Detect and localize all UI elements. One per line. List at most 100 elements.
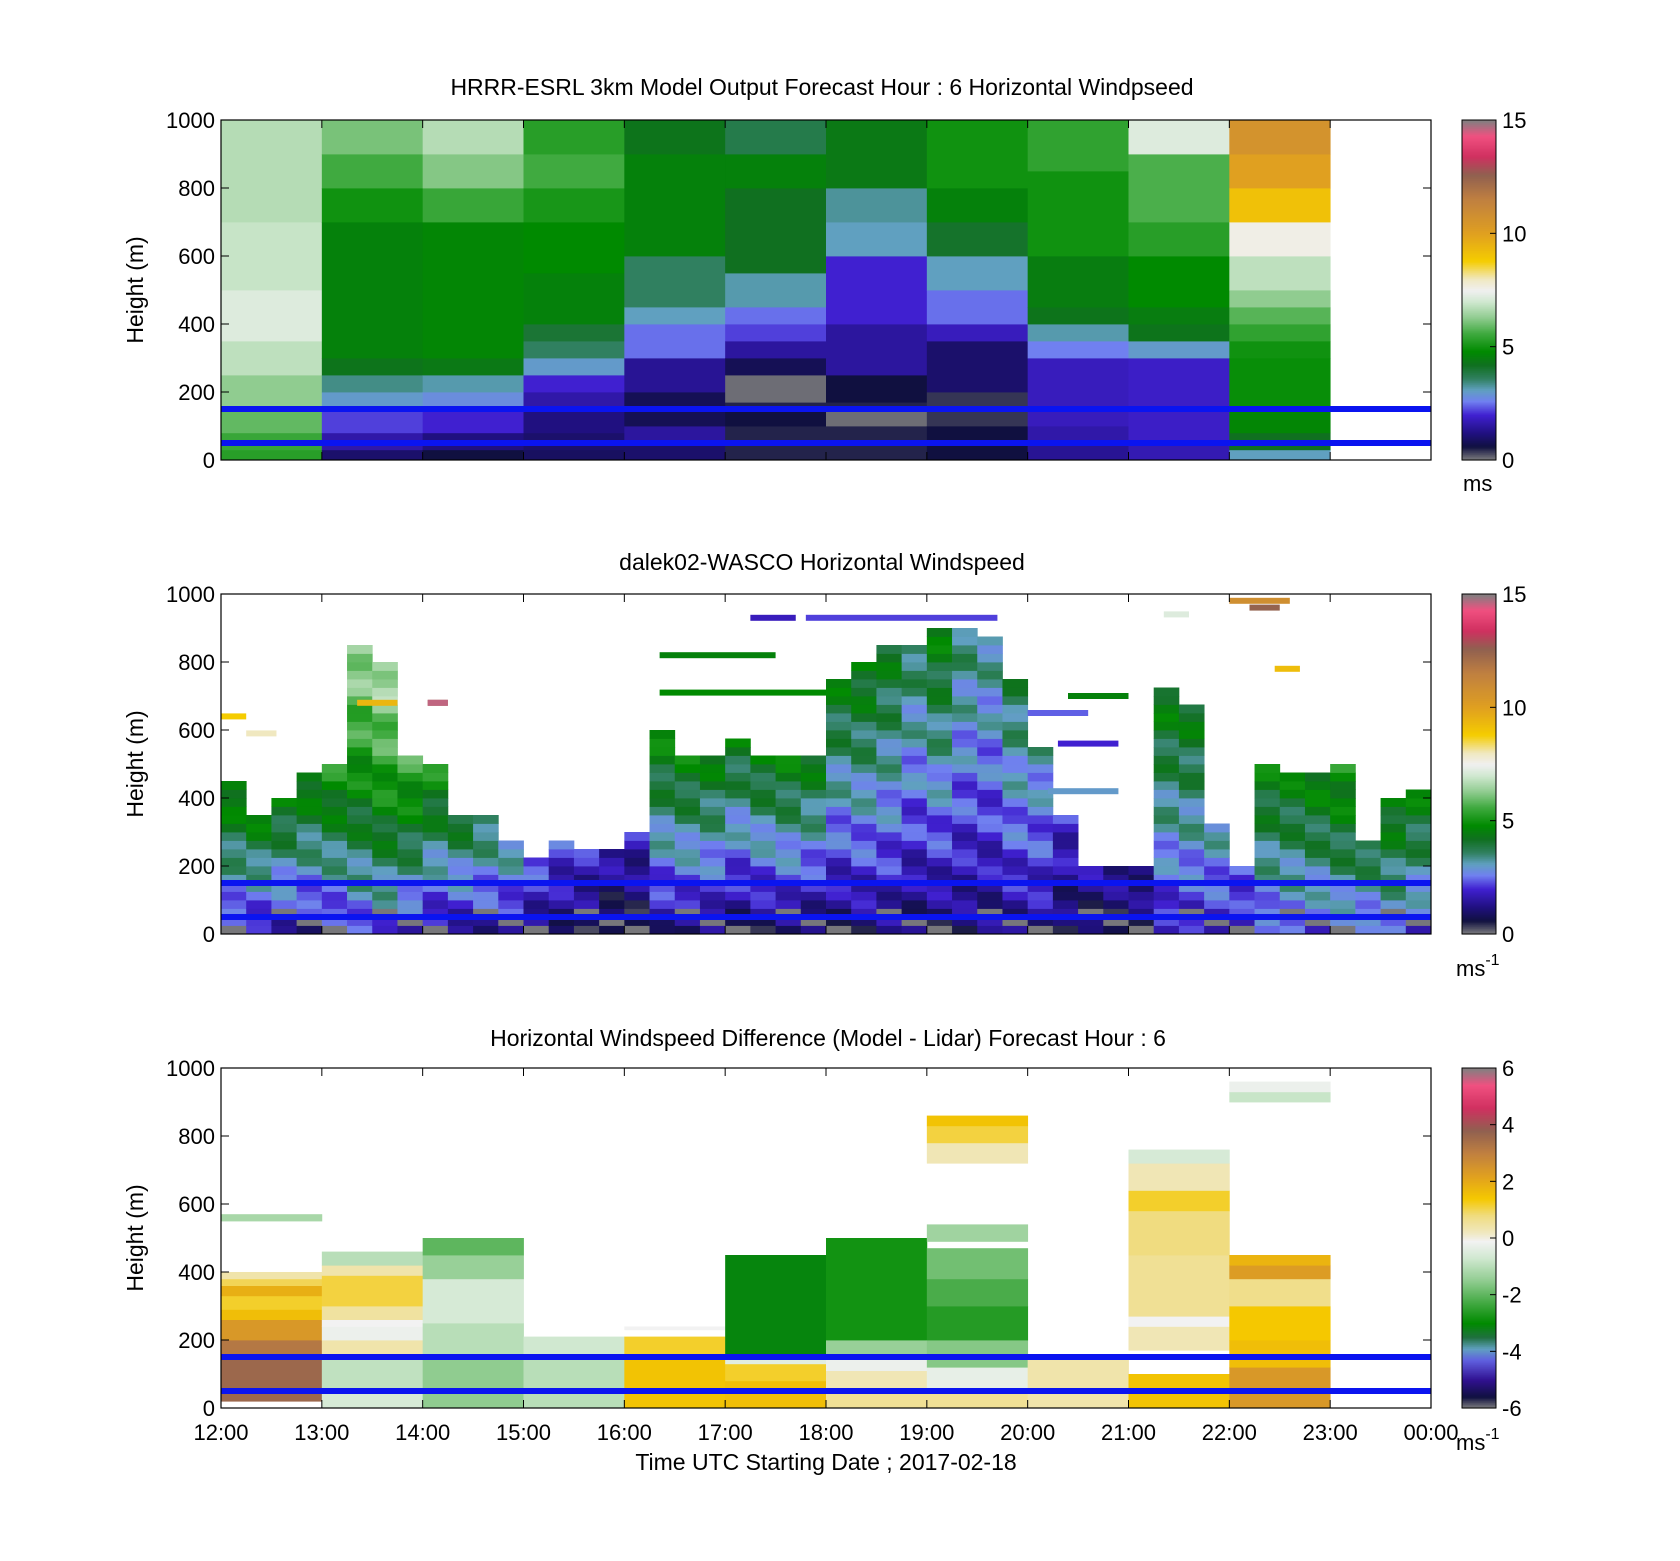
heatmap-cell bbox=[1279, 806, 1306, 816]
colorbar-swatch bbox=[1462, 362, 1496, 365]
colorbar-swatch bbox=[1462, 284, 1496, 287]
heatmap-cell bbox=[1304, 917, 1331, 926]
heatmap-cell bbox=[977, 645, 1003, 654]
heatmap-cell bbox=[221, 883, 247, 892]
heatmap-cell bbox=[1355, 891, 1381, 901]
heatmap-cell bbox=[1128, 1255, 1230, 1317]
heatmap-cell bbox=[750, 900, 776, 909]
heatmap-cell bbox=[1002, 781, 1029, 790]
heatmap-cell bbox=[347, 772, 373, 782]
heatmap-cell bbox=[321, 1326, 424, 1341]
heatmap-cell bbox=[977, 721, 1003, 731]
colorbar-swatch bbox=[1462, 902, 1496, 905]
heatmap-cell bbox=[1330, 798, 1356, 807]
heatmap-cell bbox=[977, 815, 1003, 824]
colorbar-tick-label: 15 bbox=[1502, 108, 1526, 133]
heatmap-cell bbox=[1002, 764, 1029, 773]
heatmap-cell bbox=[321, 764, 348, 773]
heatmap-cell bbox=[523, 222, 625, 274]
colorbar-swatch bbox=[1462, 676, 1496, 679]
heatmap-cell bbox=[1128, 874, 1155, 884]
heatmap-cell bbox=[599, 866, 625, 875]
heatmap-cell bbox=[977, 764, 1003, 773]
heatmap-cell bbox=[876, 713, 903, 722]
colorbar-swatch bbox=[1462, 1170, 1496, 1173]
heatmap-cell bbox=[876, 832, 903, 841]
heatmap-cell bbox=[523, 120, 625, 155]
colorbar-swatch bbox=[1462, 1246, 1496, 1249]
heatmap-cell bbox=[1153, 798, 1180, 807]
heatmap-cell bbox=[1178, 798, 1205, 807]
heatmap-cell bbox=[1027, 866, 1054, 875]
heatmap-cell bbox=[674, 866, 701, 875]
heatmap-cell bbox=[952, 900, 978, 909]
heatmap-cell bbox=[523, 154, 625, 189]
heatmap-cell bbox=[347, 908, 373, 918]
heatmap-cell bbox=[321, 925, 348, 935]
colorbar-swatch bbox=[1462, 1228, 1496, 1231]
colorbar-swatch bbox=[1462, 1344, 1496, 1347]
colorbar-swatch bbox=[1462, 148, 1496, 151]
heatmap-cell bbox=[876, 730, 903, 739]
colorbar-swatch bbox=[1462, 670, 1496, 673]
heatmap-cell bbox=[548, 857, 575, 867]
heatmap-cell bbox=[1027, 815, 1054, 824]
heatmap-cell bbox=[1304, 781, 1331, 790]
heatmap-cell bbox=[221, 375, 323, 410]
heatmap-cell bbox=[649, 747, 676, 756]
panel-model-x-ticks bbox=[220, 120, 1432, 460]
heatmap-cell bbox=[1229, 188, 1331, 223]
heatmap-cell bbox=[1304, 832, 1331, 841]
heatmap-cell bbox=[422, 154, 524, 189]
heatmap-cell bbox=[271, 925, 298, 935]
heatmap-cell bbox=[1405, 815, 1432, 824]
colorbar-swatch bbox=[1462, 1406, 1496, 1409]
colorbar-swatch bbox=[1462, 456, 1496, 459]
heatmap-cell bbox=[1229, 1265, 1331, 1280]
colorbar-swatch bbox=[1462, 772, 1496, 775]
colorbar-swatch bbox=[1462, 458, 1496, 461]
heatmap-cell bbox=[649, 900, 676, 909]
heatmap-cell bbox=[523, 188, 625, 223]
heatmap-cell bbox=[246, 925, 272, 935]
heatmap-cell bbox=[1002, 874, 1029, 884]
colorbar-swatch bbox=[1462, 766, 1496, 769]
heatmap-cell bbox=[221, 823, 247, 833]
colorbar-swatch bbox=[1462, 716, 1496, 719]
heatmap-cell bbox=[926, 636, 953, 646]
heatmap-cell bbox=[775, 823, 802, 833]
x-tick-label: 18:00 bbox=[798, 1420, 853, 1445]
heatmap-cell bbox=[977, 925, 1003, 935]
heatmap-cell bbox=[1002, 857, 1029, 867]
colorbar-swatch bbox=[1462, 1208, 1496, 1211]
heatmap-cell bbox=[1078, 925, 1104, 935]
heatmap-cell bbox=[826, 222, 928, 257]
heatmap-cell bbox=[523, 449, 625, 461]
heatmap-cell bbox=[473, 874, 499, 884]
colorbar-swatch bbox=[1462, 1204, 1496, 1207]
colorbar-swatch bbox=[1462, 422, 1496, 425]
colorbar-swatch bbox=[1462, 1336, 1496, 1339]
heatmap-cell bbox=[649, 755, 676, 765]
panel-lidar-title: dalek02-WASCO Horizontal Windspeed bbox=[619, 549, 1025, 575]
colorbar-swatch bbox=[1462, 602, 1496, 605]
heatmap-cell bbox=[926, 738, 953, 748]
heatmap-cell bbox=[347, 840, 373, 850]
colorbar-swatch bbox=[1462, 124, 1496, 127]
heatmap-cell bbox=[649, 781, 676, 790]
heatmap-cell bbox=[1279, 908, 1306, 918]
heatmap-cell bbox=[221, 917, 247, 926]
heatmap-cell bbox=[397, 772, 424, 782]
heatmap-cell bbox=[1178, 883, 1205, 892]
heatmap-cell bbox=[321, 900, 348, 909]
heatmap-cell bbox=[1153, 832, 1180, 841]
colorbar-swatch bbox=[1462, 1140, 1496, 1143]
heatmap-cell bbox=[1229, 154, 1331, 189]
colorbar-swatch bbox=[1462, 264, 1496, 267]
heatmap-cell bbox=[1153, 925, 1180, 935]
heatmap-cell bbox=[624, 1336, 726, 1358]
colorbar-swatch bbox=[1462, 630, 1496, 633]
colorbar-swatch bbox=[1462, 1144, 1496, 1147]
